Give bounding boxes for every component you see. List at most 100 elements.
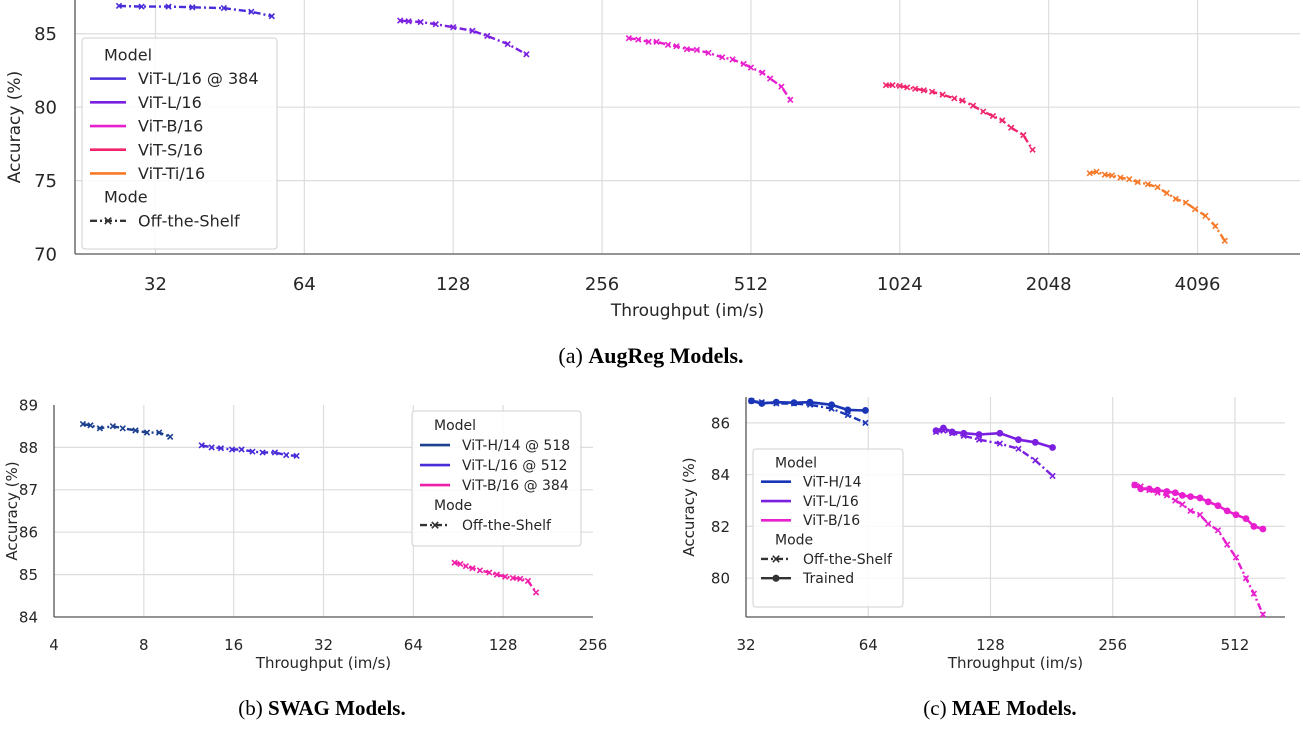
data-point [1163,488,1171,495]
series-vit-l-16-384-off-the-shelf [115,2,275,20]
data-point [999,117,1006,124]
data-point [1008,124,1015,131]
data-point [524,577,532,585]
data-point [969,102,977,109]
data-point [1179,501,1186,508]
data-point [1134,178,1141,186]
data-point [882,81,890,89]
chart-swag: 4 8 16 32 64 128 256 84 85 86 87 88 89 Throughput (im… [3,396,607,720]
data-point [996,440,1004,447]
y-tick-label: 87 [19,481,38,499]
data-point [896,82,903,90]
series-line [400,19,527,56]
series-vit-b-16-off-the-shelf [1131,481,1267,618]
data-point [1242,515,1250,523]
legend-box [81,37,278,250]
data-point [790,399,798,407]
data-point [523,51,530,58]
data-point [1178,491,1186,499]
x-tick-label: 512 [734,274,768,295]
data-point [208,444,215,451]
data-point [484,32,491,40]
data-point [1242,575,1250,582]
data-point [1049,472,1056,480]
x-tick-label: 64 [859,636,878,654]
x-tick-label: 256 [1098,636,1127,654]
legend-entry: ViT-H/14 [803,475,862,491]
data-point [980,108,987,115]
data-point [1171,489,1179,497]
legend-mode-entry: Trained [802,571,854,587]
data-point [1224,541,1231,548]
data-point [138,3,145,10]
x-tick-label: 64 [293,274,316,295]
data-point [1202,212,1209,219]
x-axis-label: Throughput (im/s) [947,654,1083,672]
data-point [1049,444,1056,451]
y-axis-label: Accuracy (%) [5,71,25,183]
data-point [1250,523,1258,530]
data-point [1032,457,1039,464]
data-point [1232,554,1240,561]
data-point [1232,511,1240,519]
data-point [635,36,642,43]
data-point [1108,172,1116,179]
data-point [119,425,126,432]
data-point [862,419,869,427]
data-point [189,4,196,11]
caption-title: SWAG Models. [268,696,406,720]
data-point [653,38,660,46]
data-point [1259,611,1267,618]
data-point [283,451,290,459]
x-tick-label: 32 [144,274,167,295]
data-point [1191,206,1199,213]
data-point [417,18,424,26]
caption-prefix: (a) [558,343,588,368]
legend: Model ViT-H/14 @ 518 ViT-L/16 @ 512 ViT-B/1… [411,410,582,547]
data-point [1137,485,1145,493]
caption-title: AugReg Models. [588,343,743,368]
data-point [844,406,852,414]
data-point [79,420,87,428]
legend-mode-entry: Off-the-Shelf [462,518,552,534]
legend-mode-marker [104,217,112,225]
series-vit-b-16-off-the-shelf [625,35,794,104]
y-tick-label: 88 [19,439,38,457]
data-point [165,3,172,10]
caption-prefix: (b) [238,696,268,720]
x-axis-label: Throughput (im/s) [610,301,764,321]
data-point [293,452,300,460]
data-point [504,40,511,48]
data-point [1223,507,1231,515]
data-point [486,569,493,576]
x-tick-label: 1024 [877,274,923,295]
legend-entry: ViT-H/14 @ 518 [462,438,570,454]
figure-caption: (a) AugReg Models. [558,343,743,368]
series-vit-h-14-trained [748,397,869,414]
data-point [939,91,946,98]
data-point [759,69,766,76]
x-tick-label: 32 [314,636,333,654]
data-point [767,75,774,82]
data-point [1214,527,1222,534]
y-tick-label: 85 [34,24,57,45]
data-point [844,411,851,419]
legend-entry: ViT-L/16 [803,494,859,510]
data-point [928,88,936,95]
data-point [493,571,501,578]
data-point [405,18,412,25]
y-tick-label: 84 [711,466,730,484]
data-point [115,2,123,10]
y-tick-label: 80 [34,98,57,119]
legend-title-model: Model [775,455,817,471]
data-point [1204,498,1212,506]
figure-caption: (c) MAE Models. [923,696,1076,720]
data-point [217,445,225,452]
x-tick-label: 8 [139,636,149,654]
data-point [748,397,755,405]
data-point [1126,175,1133,183]
series-line [885,84,1034,151]
data-point [1172,195,1179,203]
legend-title-model: Model [104,46,152,65]
data-point [1250,590,1258,597]
